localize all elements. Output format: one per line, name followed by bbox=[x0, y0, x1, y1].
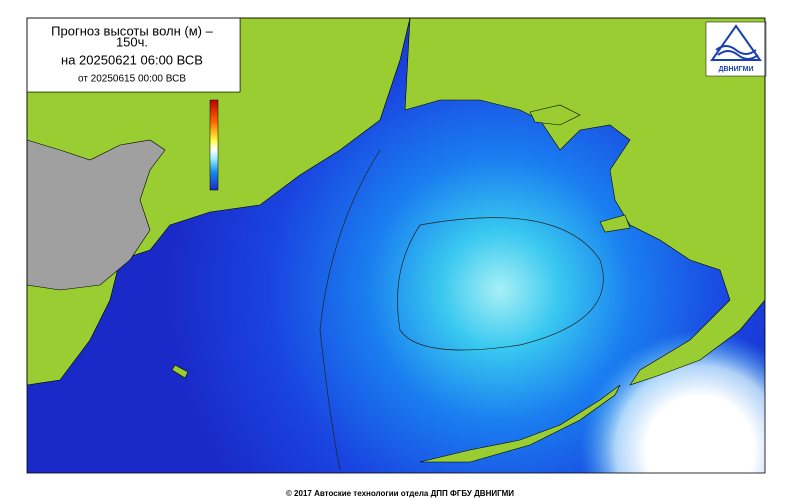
title: Прогноз высоты волн (м) – bbox=[51, 23, 213, 38]
title: 150ч. bbox=[116, 34, 148, 49]
land-east bbox=[404, 17, 766, 386]
map-frame bbox=[26, 17, 766, 474]
island bbox=[171, 364, 189, 379]
logo-waves bbox=[715, 45, 759, 60]
footer: © 2017 Автоские технологии отдела ДПП ФГ… bbox=[286, 489, 514, 498]
logo-icon bbox=[710, 24, 762, 61]
base-time: от 20250615 00:00 ВСВ bbox=[78, 74, 186, 85]
island bbox=[529, 104, 581, 126]
valid-time: на 20250621 06:00 ВСВ bbox=[61, 52, 203, 67]
contours bbox=[319, 149, 604, 471]
colorbar bbox=[209, 99, 219, 191]
title-box bbox=[26, 17, 241, 93]
logo-text: ДВНИГМИ bbox=[719, 66, 754, 73]
land-gray bbox=[26, 139, 166, 291]
island bbox=[599, 214, 631, 233]
aleutian-islands bbox=[419, 384, 621, 463]
